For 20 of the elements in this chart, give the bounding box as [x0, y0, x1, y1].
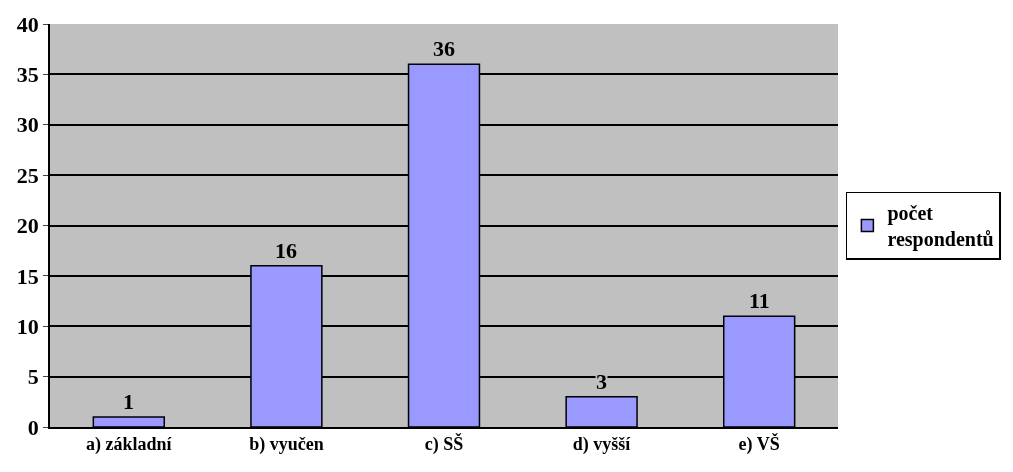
y-tick-label: 5: [27, 364, 39, 390]
x-tick-label: d) vyšší: [572, 434, 632, 456]
y-tick-label: 10: [16, 313, 39, 339]
y-tick-label: 40: [16, 11, 39, 37]
data-label: 11: [749, 288, 770, 313]
data-label: 36: [433, 36, 455, 61]
y-tick-label: 30: [16, 112, 39, 138]
y-tick-label: 25: [16, 162, 39, 188]
x-tick-label: a) základní: [86, 434, 173, 456]
y-tick-label: 0: [27, 414, 39, 440]
y-tick-label: 15: [16, 263, 39, 289]
y-tick-label: 35: [16, 62, 39, 88]
x-tick-label: c) SŠ: [424, 433, 464, 456]
y-tick-label: 20: [16, 213, 39, 239]
x-tick-label: b) vyučen: [249, 434, 324, 456]
data-label: 1: [123, 389, 134, 414]
legend-label: počet respondentů: [887, 202, 994, 252]
data-label: 16: [275, 238, 297, 263]
data-label: 3: [596, 369, 607, 394]
x-tick-label: e) VŠ: [738, 433, 780, 456]
